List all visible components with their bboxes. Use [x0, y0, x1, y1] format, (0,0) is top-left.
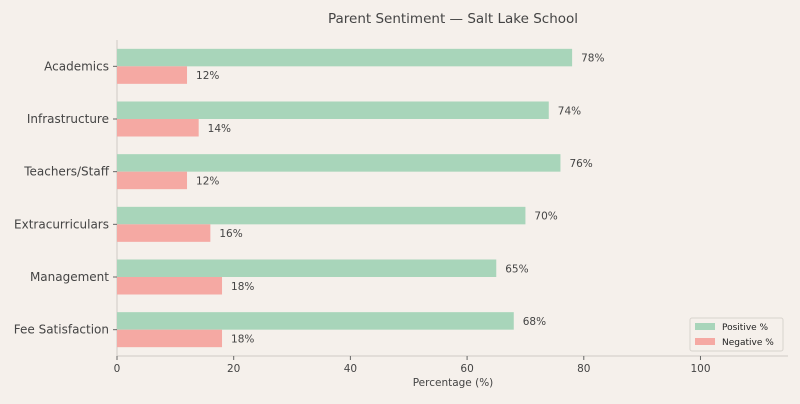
- positive-value-label: 65%: [505, 263, 528, 275]
- positive-value-label: 74%: [558, 105, 581, 117]
- legend-label: Negative %: [722, 338, 774, 348]
- x-axis-label: Percentage (%): [413, 377, 494, 389]
- negative-bar: [117, 171, 188, 190]
- x-tick-label: 60: [460, 363, 473, 375]
- plot-area: 0 20 40 60 80 100 Academics 78% 12% Infrastructur…: [14, 40, 788, 375]
- negative-bar: [117, 277, 223, 295]
- positive-bar: [117, 154, 561, 172]
- category-label: Teachers/Staff: [23, 165, 110, 179]
- negative-value-label: 14%: [208, 123, 231, 135]
- x-tick-label: 80: [577, 363, 590, 375]
- positive-bar: [117, 48, 573, 67]
- positive-bar: [117, 206, 526, 225]
- x-tick-label: 40: [344, 363, 357, 375]
- negative-value-label: 12%: [196, 70, 219, 82]
- positive-value-label: 68%: [523, 316, 546, 328]
- category-label: Fee Satisfaction: [14, 323, 109, 337]
- legend: Positive % Negative %: [689, 317, 784, 352]
- positive-bar: [117, 259, 497, 277]
- negative-bar: [117, 119, 199, 137]
- negative-value-label: 12%: [196, 175, 219, 187]
- category-label: Infrastructure: [27, 112, 109, 126]
- negative-bar: [117, 329, 223, 348]
- positive-value-label: 76%: [569, 158, 592, 170]
- x-tick-label: 0: [114, 363, 121, 375]
- negative-value-label: 18%: [231, 281, 254, 293]
- positive-value-label: 78%: [581, 53, 604, 65]
- negative-bar: [117, 224, 211, 242]
- legend-swatch: [695, 323, 715, 330]
- positive-bar: [117, 101, 549, 119]
- negative-bar: [117, 66, 188, 84]
- chart-title: Parent Sentiment — Salt Lake School: [328, 11, 578, 27]
- category-label: Management: [30, 270, 109, 284]
- x-tick-label: 100: [690, 363, 710, 375]
- legend-swatch: [695, 338, 715, 345]
- positive-value-label: 70%: [534, 211, 557, 223]
- legend-label: Positive %: [722, 323, 769, 333]
- category-label: Academics: [44, 59, 109, 73]
- x-tick-label: 20: [227, 363, 240, 375]
- negative-value-label: 16%: [219, 228, 242, 240]
- positive-bar: [117, 312, 514, 330]
- category-label: Extracurriculars: [14, 217, 109, 231]
- negative-value-label: 18%: [231, 333, 254, 345]
